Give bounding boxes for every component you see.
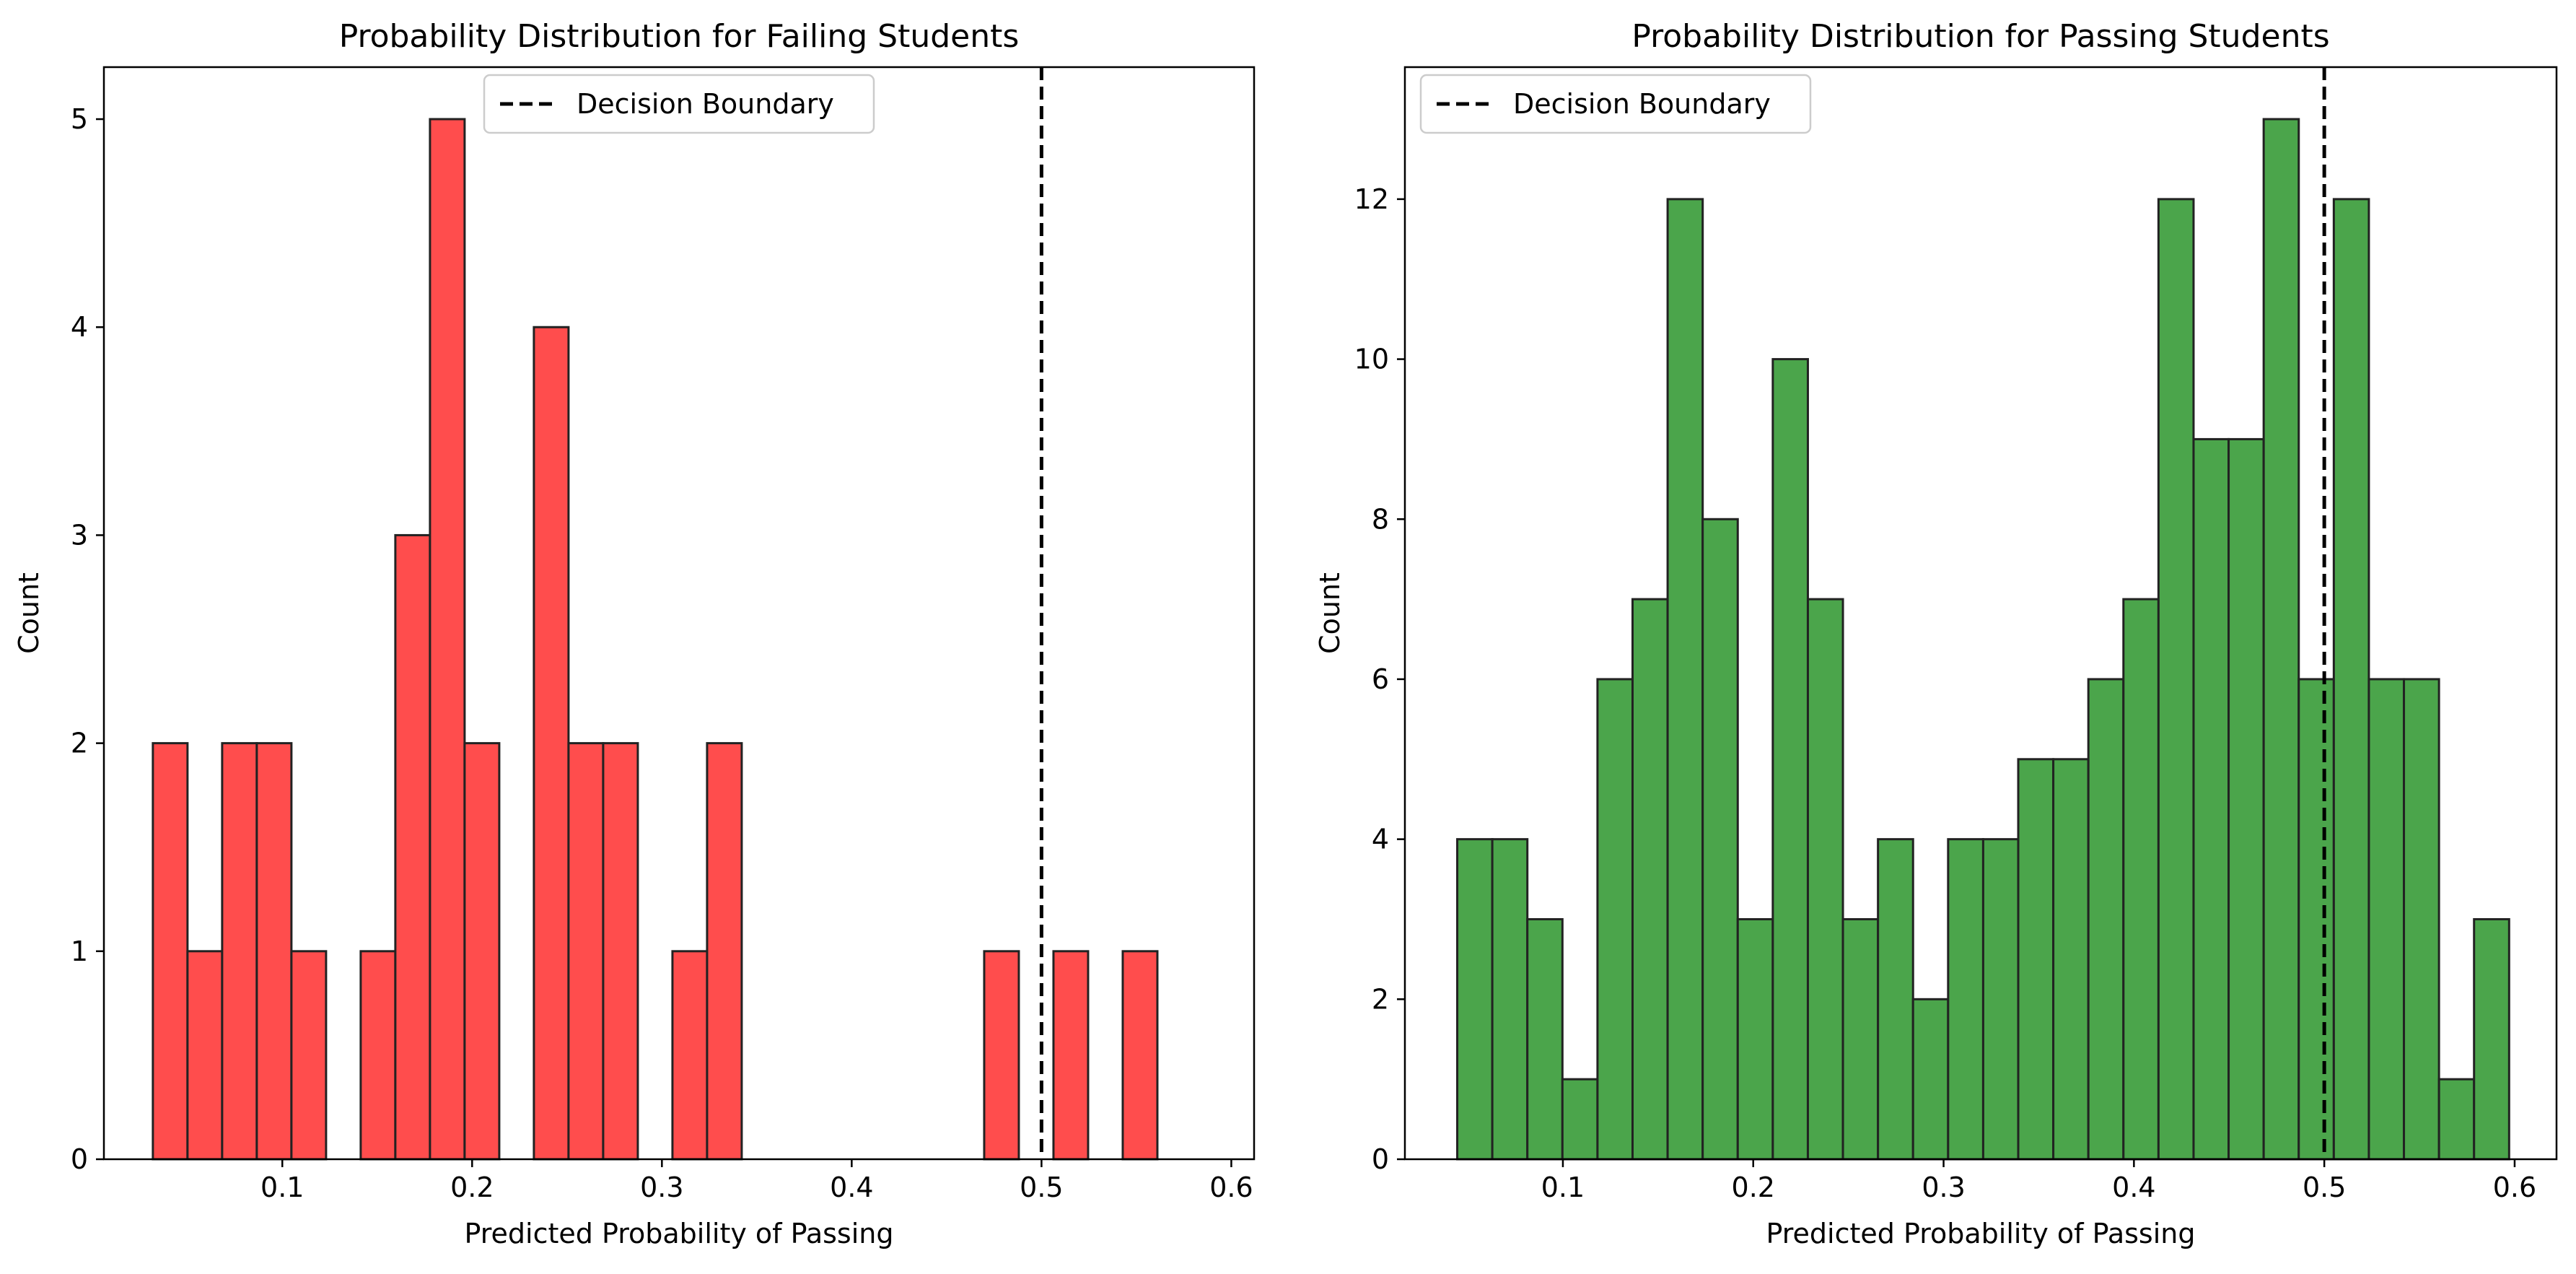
plot-frame [102, 66, 1256, 1161]
legend: Decision Boundary [1419, 74, 1812, 134]
histogram-bar [2262, 118, 2300, 1161]
passing-students-panel: Probability Distribution for Passing Stu… [1314, 18, 2558, 1249]
histogram-bar [1596, 678, 1634, 1161]
y-axis-label: Count [13, 572, 45, 654]
y-tick-label: 4 [1372, 824, 1389, 855]
legend-label: Decision Boundary [577, 88, 834, 120]
y-axis-label: Count [1314, 572, 1346, 654]
histogram-bar [567, 742, 605, 1161]
failing-students-panel: Probability Distribution for Failing Stu… [13, 18, 1256, 1249]
plot-frame [1403, 66, 2558, 1161]
histogram-bar [602, 742, 639, 1161]
ticks: 0.1 0.2 0.3 0.4 0.5 0.6 0 2 4 6 8 10 12 [1354, 183, 2537, 1203]
histogram-bar [359, 950, 397, 1161]
y-tick-label: 2 [1372, 983, 1389, 1015]
histogram-bar [1841, 917, 1880, 1161]
histogram-bar [2437, 1078, 2476, 1161]
histogram-bar [463, 742, 501, 1161]
y-tick-label: 3 [71, 519, 88, 551]
histogram-bar [1911, 998, 1950, 1161]
x-tick-label: 0.2 [450, 1172, 494, 1203]
histogram-bar [1561, 1078, 1599, 1161]
histogram-bar [152, 742, 189, 1161]
histogram-bar [1631, 598, 1669, 1161]
bars [1456, 118, 2510, 1161]
histogram-bar [1981, 838, 2020, 1161]
histogram-bar [706, 742, 743, 1161]
histogram-bar [2367, 678, 2406, 1161]
x-tick-label: 0.4 [2112, 1172, 2155, 1203]
legend: Decision Boundary [483, 74, 875, 134]
histogram-bar [2052, 758, 2090, 1161]
histogram-bar [2157, 198, 2195, 1161]
histogram-bar [1877, 838, 1914, 1161]
histogram-bar [1526, 917, 1564, 1161]
x-axis-label: Predicted Probability of Passing [465, 1218, 894, 1249]
y-tick-label: 12 [1354, 183, 1389, 215]
x-tick-label: 0.6 [1209, 1172, 1253, 1203]
histogram-bar [2192, 437, 2230, 1161]
y-tick-label: 0 [71, 1143, 88, 1175]
histogram-bar [983, 950, 1020, 1161]
x-tick-label: 0.4 [830, 1172, 873, 1203]
histogram-bar [1121, 950, 1159, 1161]
histogram-bar [2227, 437, 2265, 1161]
histogram-bar [1771, 358, 1809, 1161]
histogram-bar [1806, 598, 1844, 1161]
y-tick-label: 5 [71, 103, 88, 135]
bars [152, 118, 1159, 1161]
x-tick-label: 0.5 [1020, 1172, 1063, 1203]
histogram-bar [1456, 838, 1494, 1161]
histogram-bar [1052, 950, 1090, 1161]
histogram-bar [671, 950, 709, 1161]
histogram-bar [221, 742, 258, 1161]
histogram-bar [533, 326, 570, 1161]
histogram-bar [1666, 198, 1704, 1161]
histogram-bar [290, 950, 328, 1161]
histogram-bar [2297, 678, 2335, 1161]
y-tick-label: 10 [1354, 344, 1389, 375]
chart-title: Probability Distribution for Failing Stu… [339, 18, 1020, 55]
legend-label: Decision Boundary [1513, 88, 1771, 120]
x-tick-label: 0.1 [1541, 1172, 1585, 1203]
y-tick-label: 6 [1372, 663, 1389, 695]
histogram-bar [2403, 678, 2440, 1161]
histogram-bar [394, 533, 431, 1161]
histogram-bar [186, 950, 224, 1161]
ticks: 0.1 0.2 0.3 0.4 0.5 0.6 0 1 2 3 4 5 [71, 103, 1253, 1203]
x-tick-label: 0.3 [1922, 1172, 1965, 1203]
x-tick-label: 0.1 [260, 1172, 304, 1203]
histogram-bar [1947, 838, 1984, 1161]
histogram-bar [2473, 917, 2510, 1161]
histogram-bar [2122, 598, 2160, 1161]
histogram-bar [2087, 678, 2125, 1161]
x-tick-label: 0.5 [2303, 1172, 2346, 1203]
histogram-bar [1701, 518, 1739, 1161]
y-tick-label: 8 [1372, 503, 1389, 535]
legend-box [483, 74, 875, 134]
histogram-bar [429, 118, 466, 1161]
y-tick-label: 4 [71, 311, 88, 343]
x-axis-label: Predicted Probability of Passing [1766, 1218, 2196, 1249]
histogram-bar [2332, 198, 2370, 1161]
y-tick-label: 2 [71, 728, 88, 759]
histogram-bar [2017, 758, 2055, 1161]
x-tick-label: 0.3 [640, 1172, 683, 1203]
x-tick-label: 0.2 [1732, 1172, 1775, 1203]
y-tick-label: 0 [1372, 1143, 1389, 1175]
x-tick-label: 0.6 [2493, 1172, 2536, 1203]
chart-title: Probability Distribution for Passing Stu… [1631, 18, 2329, 55]
histogram-bar [255, 742, 293, 1161]
legend-box [1419, 74, 1812, 134]
histogram-bar [1491, 838, 1529, 1161]
histogram-bar [1736, 917, 1774, 1161]
y-tick-label: 1 [71, 935, 88, 967]
